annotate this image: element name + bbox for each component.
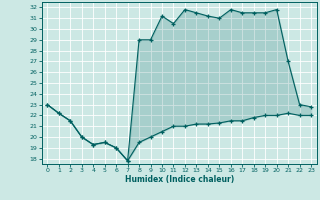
X-axis label: Humidex (Indice chaleur): Humidex (Indice chaleur)	[124, 175, 234, 184]
